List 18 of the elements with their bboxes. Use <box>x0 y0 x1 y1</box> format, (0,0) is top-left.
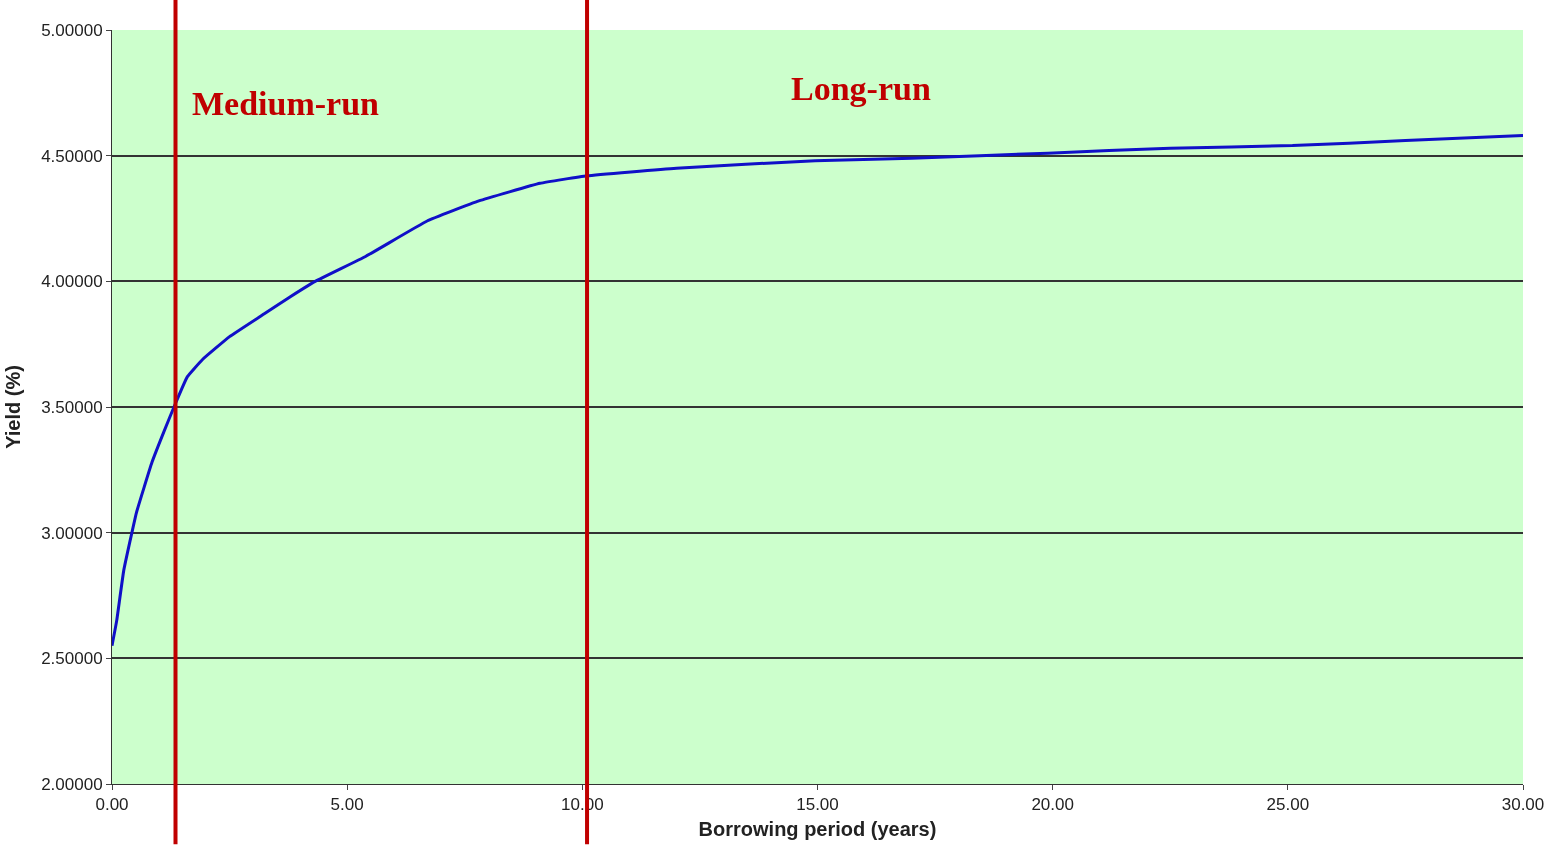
annotation: Medium-run <box>192 85 380 122</box>
y-tick-label: 2.00000 <box>41 774 103 794</box>
y-tick-label: 2.50000 <box>41 649 103 669</box>
x-tick-label: 15.00 <box>796 795 839 815</box>
y-tick-label: 4.50000 <box>41 146 103 166</box>
y-tick-label: 3.00000 <box>41 523 103 543</box>
line-series <box>112 134 1523 648</box>
x-tick-label: 25.00 <box>1266 795 1310 815</box>
x-tick-label: 30.00 <box>1501 795 1545 815</box>
y-tick-label: 4.00000 <box>41 272 103 292</box>
x-axis-title: Borrowing period (years) <box>698 817 937 840</box>
y-tick-label: 5.00000 <box>41 20 103 40</box>
x-tick-label: 0.00 <box>95 795 129 815</box>
annotation: Long-run <box>791 70 931 107</box>
y-tick-label: 3.50000 <box>41 397 103 417</box>
x-tick-label: 5.00 <box>330 795 364 815</box>
x-tick-label: 20.00 <box>1031 795 1074 815</box>
y-axis-title: Yield (%) <box>1 365 24 449</box>
